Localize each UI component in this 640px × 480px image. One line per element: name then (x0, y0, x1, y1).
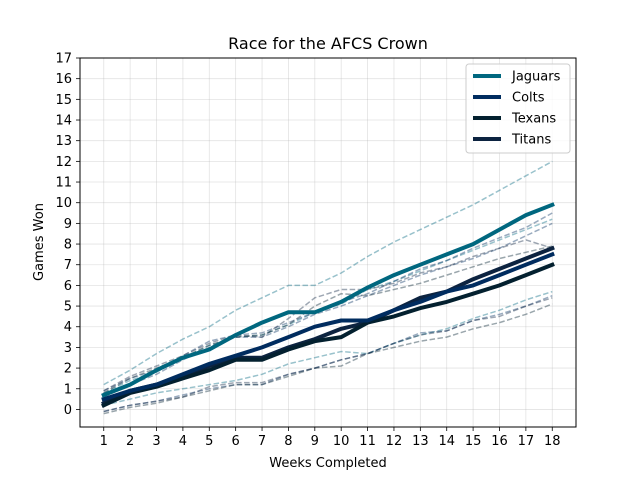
x-tick-label: 11 (359, 434, 376, 449)
y-tick-label: 16 (55, 72, 72, 87)
legend-items: Jaguars Colts Texans Titans (473, 70, 561, 148)
x-tick-label: 8 (284, 434, 292, 449)
x-tick-label: 15 (465, 434, 482, 449)
x-tick-label: 1 (100, 434, 108, 449)
y-tick-label: 9 (64, 217, 72, 232)
y-tick-label: 6 (64, 279, 72, 294)
x-tick-label: 3 (152, 434, 160, 449)
projection-line (103, 290, 553, 407)
series-line-texans (101, 262, 555, 408)
x-tick-label: 14 (438, 434, 455, 449)
legend-label-colts: Colts (512, 91, 545, 106)
projection-line (103, 239, 553, 392)
series-lines (101, 202, 555, 408)
y-tick-label: 4 (64, 320, 72, 335)
x-tick-label: 12 (386, 434, 403, 449)
x-axis-ticks: 1 2 3 4 5 6 7 8 9 10 11 12 13 14 15 16 17 18 (100, 427, 561, 449)
x-tick-label: 18 (544, 434, 561, 449)
series-line-jaguars (101, 202, 555, 398)
projection-line (103, 295, 553, 413)
y-tick-label: 7 (64, 258, 72, 273)
y-tick-label: 14 (55, 114, 72, 129)
y-axis-label: Games Won (32, 203, 47, 281)
x-tick-label: 2 (126, 434, 134, 449)
chart-title: Race for the AFCS Crown (228, 34, 428, 53)
projection-line (103, 222, 553, 398)
legend-box (465, 63, 571, 154)
x-axis-label: Weeks Completed (269, 456, 386, 471)
x-tick-label: 13 (412, 434, 429, 449)
x-tick-label: 7 (258, 434, 266, 449)
y-tick-label: 13 (55, 134, 72, 149)
legend: Jaguars Colts Texans Titans (465, 63, 571, 154)
y-tick-label: 0 (64, 403, 72, 418)
y-tick-label: 11 (55, 176, 72, 191)
projection-line (103, 160, 553, 386)
legend-label-titans: Titans (511, 133, 551, 148)
x-tick-label: 4 (179, 434, 187, 449)
y-tick-label: 17 (55, 52, 72, 67)
projection-line (103, 297, 553, 413)
x-tick-label: 9 (311, 434, 319, 449)
y-tick-label: 15 (55, 93, 72, 108)
x-tick-label: 17 (518, 434, 535, 449)
y-tick-label: 12 (55, 155, 72, 170)
y-tick-label: 2 (64, 362, 72, 377)
legend-label-texans: Texans (511, 112, 556, 127)
y-tick-label: 5 (64, 300, 72, 315)
series-line-colts (101, 251, 555, 402)
x-tick-label: 5 (205, 434, 213, 449)
y-tick-label: 8 (64, 238, 72, 253)
y-tick-label: 3 (64, 341, 72, 356)
x-tick-label: 6 (232, 434, 240, 449)
x-tick-label: 16 (491, 434, 508, 449)
projection-line (103, 303, 553, 415)
y-tick-label: 10 (55, 196, 72, 211)
plot-frame (79, 57, 577, 428)
x-tick-label: 10 (333, 434, 350, 449)
legend-label-jaguars: Jaguars (511, 70, 561, 85)
y-tick-label: 1 (64, 382, 72, 397)
